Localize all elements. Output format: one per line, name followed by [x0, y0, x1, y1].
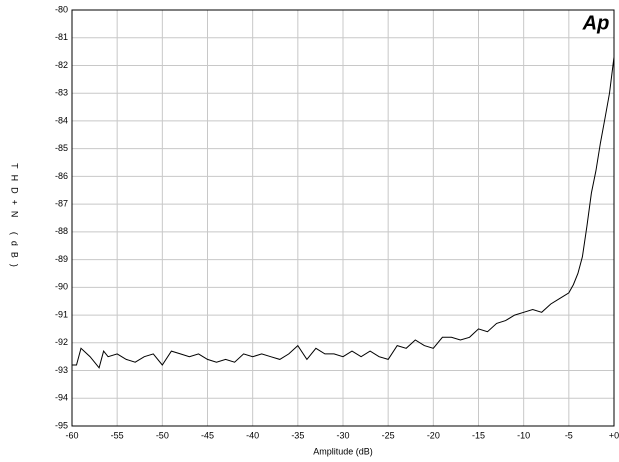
- x-tick-label: -25: [382, 430, 395, 440]
- y-axis-label: THD+N (dB): [10, 163, 20, 273]
- y-tick-label: -94: [55, 393, 68, 403]
- x-tick-label: -40: [246, 430, 259, 440]
- y-tick-label: -82: [55, 60, 68, 70]
- y-tick-label: -90: [55, 282, 68, 292]
- y-tick-label: -91: [55, 309, 68, 319]
- y-tick-label: -84: [55, 115, 68, 125]
- y-tick-label: -88: [55, 226, 68, 236]
- y-tick-label: -80: [55, 4, 68, 14]
- x-tick-label: -60: [65, 430, 78, 440]
- y-tick-label: -83: [55, 88, 68, 98]
- x-tick-label: -20: [427, 430, 440, 440]
- x-tick-label: +0: [609, 430, 619, 440]
- y-tick-label: -93: [55, 365, 68, 375]
- data-line: [72, 57, 615, 369]
- y-tick-label: -87: [55, 199, 68, 209]
- x-tick-label: -50: [156, 430, 169, 440]
- x-tick-label: -15: [472, 430, 485, 440]
- y-tick-label: -89: [55, 254, 68, 264]
- x-tick-label: -35: [291, 430, 304, 440]
- x-tick-label: -45: [201, 430, 214, 440]
- plot-frame: [71, 9, 615, 427]
- y-tick-label: -92: [55, 337, 68, 347]
- x-tick-label: -30: [336, 430, 349, 440]
- y-tick-label: -81: [55, 32, 68, 42]
- y-tick-label: -95: [55, 420, 68, 430]
- y-tick-label: -85: [55, 143, 68, 153]
- x-tick-label: -5: [565, 430, 573, 440]
- x-axis-label: Amplitude (dB): [313, 446, 373, 456]
- logo: Ap: [582, 12, 610, 34]
- y-tick-label: -86: [55, 171, 68, 181]
- x-tick-label: -55: [111, 430, 124, 440]
- x-tick-label: -10: [517, 430, 530, 440]
